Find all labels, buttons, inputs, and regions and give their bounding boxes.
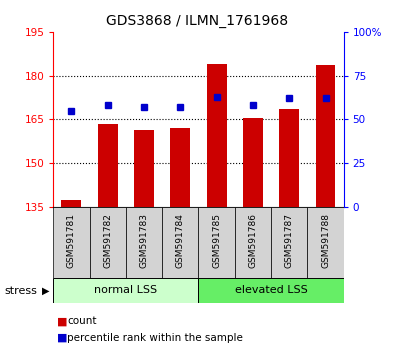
Bar bbox=[307, 207, 344, 278]
Text: elevated LSS: elevated LSS bbox=[235, 285, 307, 295]
Text: GSM591786: GSM591786 bbox=[248, 213, 258, 268]
Bar bbox=[170, 128, 190, 207]
Bar bbox=[199, 278, 344, 303]
Bar bbox=[126, 207, 162, 278]
Text: ■: ■ bbox=[57, 316, 68, 326]
Text: count: count bbox=[67, 316, 97, 326]
Text: GSM591784: GSM591784 bbox=[176, 213, 185, 268]
Text: ■: ■ bbox=[57, 333, 68, 343]
Text: GSM591781: GSM591781 bbox=[67, 213, 76, 268]
Text: GDS3868 / ILMN_1761968: GDS3868 / ILMN_1761968 bbox=[106, 14, 289, 28]
Bar bbox=[53, 278, 199, 303]
Bar bbox=[62, 200, 81, 207]
Text: GSM591787: GSM591787 bbox=[285, 213, 294, 268]
Text: GSM591785: GSM591785 bbox=[212, 213, 221, 268]
Bar bbox=[134, 130, 154, 207]
Text: GSM591782: GSM591782 bbox=[103, 213, 112, 268]
Text: ▶: ▶ bbox=[42, 286, 49, 296]
Bar bbox=[90, 207, 126, 278]
Bar bbox=[199, 207, 235, 278]
Bar bbox=[162, 207, 199, 278]
Text: normal LSS: normal LSS bbox=[94, 285, 158, 295]
Bar bbox=[98, 124, 118, 207]
Bar bbox=[235, 207, 271, 278]
Text: GSM591783: GSM591783 bbox=[139, 213, 149, 268]
Text: stress: stress bbox=[4, 286, 37, 296]
Bar bbox=[207, 64, 227, 207]
Bar bbox=[243, 118, 263, 207]
Bar bbox=[279, 109, 299, 207]
Text: percentile rank within the sample: percentile rank within the sample bbox=[67, 333, 243, 343]
Bar bbox=[53, 207, 90, 278]
Bar bbox=[271, 207, 307, 278]
Bar bbox=[316, 65, 335, 207]
Text: GSM591788: GSM591788 bbox=[321, 213, 330, 268]
